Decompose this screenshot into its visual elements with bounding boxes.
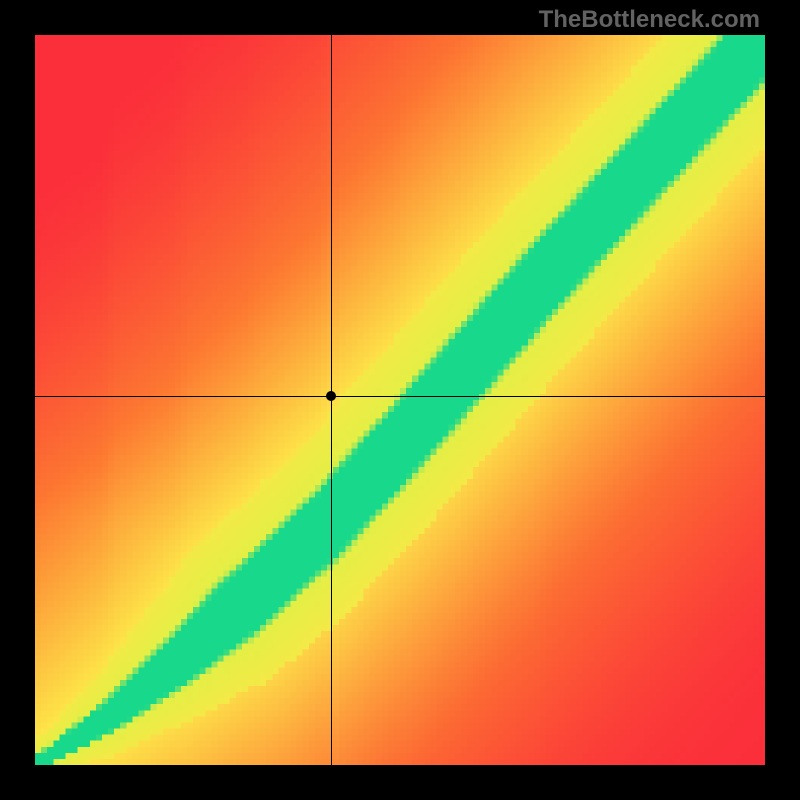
- watermark-text: TheBottleneck.com: [539, 6, 760, 34]
- chart-frame: TheBottleneck.com: [0, 0, 800, 800]
- crosshair-marker-point: [326, 391, 336, 401]
- bottleneck-heatmap: [35, 35, 765, 765]
- crosshair-horizontal: [35, 396, 765, 397]
